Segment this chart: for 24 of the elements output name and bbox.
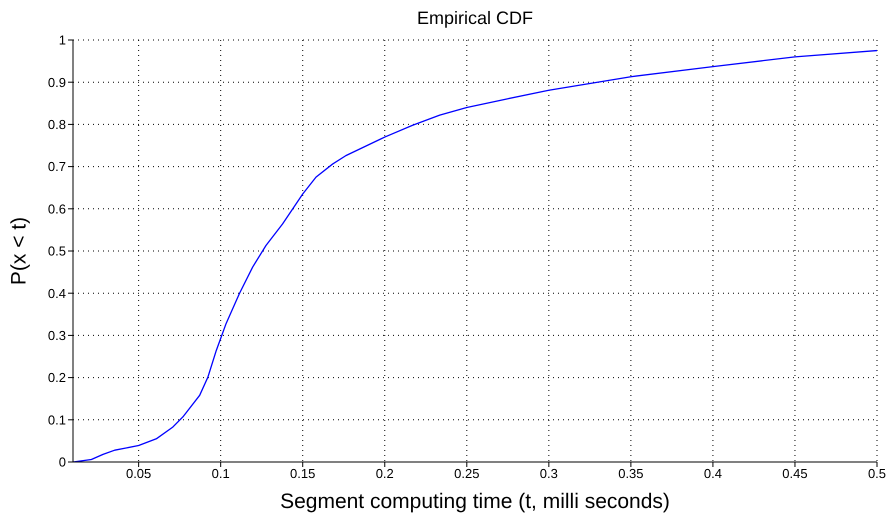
- x-tick-label: 0.3: [540, 466, 558, 482]
- x-tick-label: 0.35: [618, 466, 644, 482]
- x-tick-label: 0.2: [376, 466, 394, 482]
- y-tick-label: 0.9: [48, 74, 66, 90]
- x-axis-title: Segment computing time (t, milli seconds): [280, 490, 670, 513]
- y-tick-label: 0.7: [48, 159, 66, 174]
- x-tick-label: 0.5: [868, 466, 886, 482]
- y-tick-label: 0.8: [48, 117, 66, 132]
- y-tick-label: 0: [58, 454, 66, 470]
- y-tick-label: 0.1: [48, 412, 66, 428]
- y-tick-label: 0.2: [48, 370, 66, 386]
- x-tick-label: 0.4: [704, 466, 722, 482]
- x-tick-label: 0.25: [454, 466, 480, 482]
- y-tick-label: 0.6: [48, 201, 66, 216]
- x-tick-label: 0.15: [290, 466, 316, 482]
- y-tick-label: 1: [58, 32, 66, 48]
- y-tick-label: 0.5: [48, 244, 66, 259]
- x-tick-label: 0.1: [212, 466, 230, 482]
- y-axis-title: P(x < t): [7, 216, 30, 286]
- chart-title: Empirical CDF: [416, 8, 534, 29]
- y-tick-label: 0.4: [48, 286, 66, 301]
- x-tick-label: 0.05: [126, 466, 152, 482]
- y-tick-label: 0.3: [48, 328, 66, 344]
- x-tick-label: 0.45: [782, 466, 808, 482]
